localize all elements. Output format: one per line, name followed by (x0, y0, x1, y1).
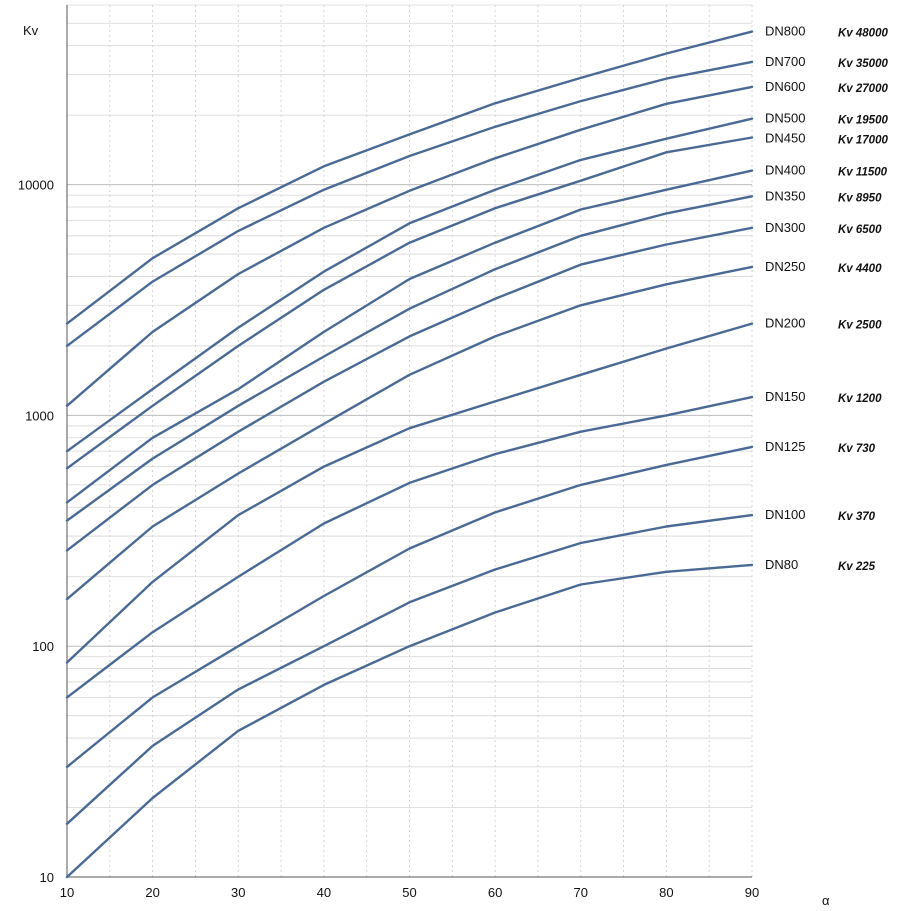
series-name-label: DN100 (765, 507, 805, 522)
series-name-label: DN350 (765, 188, 805, 203)
series-name-label: DN80 (765, 557, 798, 572)
series-line-dn700 (65, 60, 754, 348)
x-tick-label: 40 (317, 885, 331, 900)
series-layer (65, 30, 754, 879)
series-kv-label: Kv 8950 (838, 192, 882, 204)
series-kv-label: Kv 11500 (838, 167, 888, 179)
x-tick-label: 60 (488, 885, 502, 900)
y-tick-label: 1000 (25, 408, 54, 423)
series-line-dn300 (65, 226, 754, 552)
series-name-label: DN300 (765, 220, 805, 235)
x-tick-label: 50 (402, 885, 416, 900)
x-tick-label: 20 (145, 885, 159, 900)
label-layer: DN800 Kv 48000 DN700 Kv 35000 DN600 Kv 27000 D… (765, 24, 888, 573)
series-kv-label: Kv 27000 (838, 83, 888, 95)
series-line-dn500 (65, 117, 754, 453)
series-name-label: DN500 (765, 111, 805, 126)
series-line-dn125 (65, 445, 754, 769)
series-line-dn150 (65, 395, 754, 699)
series-name-label: DN200 (765, 316, 805, 331)
x-axis-title: α (822, 893, 830, 908)
series-name-label: DN150 (765, 389, 805, 404)
x-tick-label: 10 (60, 885, 74, 900)
grid-layer (66, 4, 753, 878)
series-line-dn100 (65, 513, 754, 825)
x-tick-label: 90 (745, 885, 759, 900)
series-kv-label: Kv 370 (838, 511, 876, 523)
series-name-label: DN600 (765, 79, 805, 94)
series-kv-label: Kv 48000 (838, 28, 888, 40)
x-tick-label: 30 (231, 885, 245, 900)
series-kv-label: Kv 730 (838, 443, 876, 455)
series-name-label: DN800 (765, 24, 805, 39)
series-kv-label: Kv 19500 (838, 115, 888, 127)
series-kv-label: Kv 35000 (838, 58, 888, 70)
series-kv-label: Kv 2500 (838, 320, 882, 332)
series-kv-label: Kv 17000 (838, 135, 888, 147)
x-tick-label: 70 (574, 885, 588, 900)
series-line-dn250 (65, 265, 754, 601)
series-name-label: DN125 (765, 439, 805, 454)
series-line-dn450 (65, 136, 754, 470)
series-name-label: DN700 (765, 54, 805, 69)
axis-layer: 10 20 30 40 50 60 70 80 90 10 100 1000 10000 Kv α (18, 5, 830, 908)
series-name-label: DN400 (765, 163, 805, 178)
series-kv-label: Kv 225 (838, 561, 876, 573)
series-line-dn600 (65, 85, 754, 407)
series-kv-label: Kv 6500 (838, 224, 882, 236)
x-tick-label: 80 (659, 885, 673, 900)
series-name-label: DN450 (765, 131, 805, 146)
series-line-dn800 (65, 30, 754, 325)
series-name-label: DN250 (765, 259, 805, 274)
y-tick-label: 10000 (18, 178, 54, 193)
series-line-dn200 (65, 322, 754, 664)
y-axis-title: Kv (23, 23, 39, 38)
series-line-dn400 (65, 169, 754, 504)
series-line-dn350 (65, 195, 754, 522)
y-tick-label: 10 (40, 870, 54, 885)
series-kv-label: Kv 1200 (838, 393, 882, 405)
series-line-dn80 (65, 563, 754, 879)
y-tick-label: 100 (32, 639, 54, 654)
series-kv-label: Kv 4400 (838, 263, 882, 275)
